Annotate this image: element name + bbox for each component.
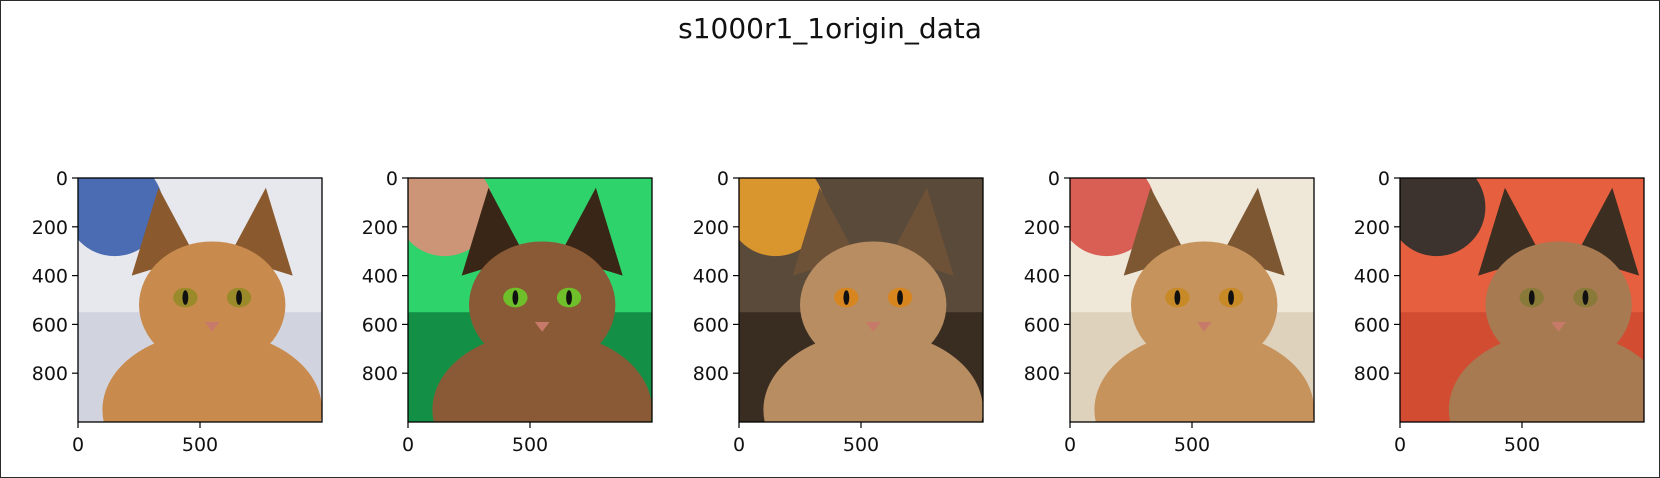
y-tick-label: 600 — [1024, 314, 1060, 336]
y-tick-label: 400 — [693, 266, 729, 288]
y-tick-label: 0 — [717, 168, 729, 190]
x-tick-label: 500 — [512, 434, 548, 456]
x-tick-label: 0 — [402, 434, 414, 456]
y-tick-label: 600 — [362, 314, 398, 336]
cat-photo — [408, 178, 652, 422]
y-tick-label: 400 — [1024, 266, 1060, 288]
y-tick-label: 400 — [362, 266, 398, 288]
y-tick-label: 0 — [1048, 168, 1060, 190]
image-panel-3: 0 200 400 600 800 0 500 — [693, 168, 984, 456]
y-tick-label: 600 — [1354, 314, 1390, 336]
y-tick-label: 800 — [362, 363, 398, 385]
cat-photo — [739, 178, 983, 422]
cat-photo — [1070, 178, 1314, 422]
y-tick-label: 0 — [1378, 168, 1390, 190]
y-tick-label: 800 — [32, 363, 68, 385]
y-tick-label: 0 — [56, 168, 68, 190]
y-tick-label: 200 — [1354, 217, 1390, 239]
y-tick-label: 0 — [386, 168, 398, 190]
y-tick-label: 200 — [1024, 217, 1060, 239]
x-tick-label: 0 — [72, 434, 84, 456]
x-tick-label: 500 — [1174, 434, 1210, 456]
y-tick-label: 600 — [32, 314, 68, 336]
x-tick-label: 0 — [1394, 434, 1406, 456]
y-tick-label: 400 — [32, 266, 68, 288]
figure-title: s1000r1_1origin_data — [678, 12, 982, 45]
x-tick-label: 500 — [182, 434, 218, 456]
y-tick-label: 200 — [693, 217, 729, 239]
cat-photo — [1400, 178, 1644, 422]
y-tick-label: 800 — [1354, 363, 1390, 385]
image-panel-5: 0 200 400 600 800 0 500 — [1354, 168, 1645, 456]
x-tick-label: 0 — [1064, 434, 1076, 456]
y-tick-label: 200 — [32, 217, 68, 239]
y-tick-label: 400 — [1354, 266, 1390, 288]
x-tick-label: 500 — [1504, 434, 1540, 456]
y-tick-label: 800 — [693, 363, 729, 385]
x-tick-label: 0 — [733, 434, 745, 456]
image-panel-2: 0 200 400 600 800 0 500 — [362, 168, 653, 456]
image-panel-1: 0 200 400 600 800 0 500 — [32, 168, 323, 456]
x-tick-label: 500 — [843, 434, 879, 456]
image-panel-4: 0 200 400 600 800 0 500 — [1024, 168, 1315, 456]
cat-photo — [78, 178, 322, 422]
y-tick-label: 800 — [1024, 363, 1060, 385]
y-tick-label: 200 — [362, 217, 398, 239]
y-tick-label: 600 — [693, 314, 729, 336]
